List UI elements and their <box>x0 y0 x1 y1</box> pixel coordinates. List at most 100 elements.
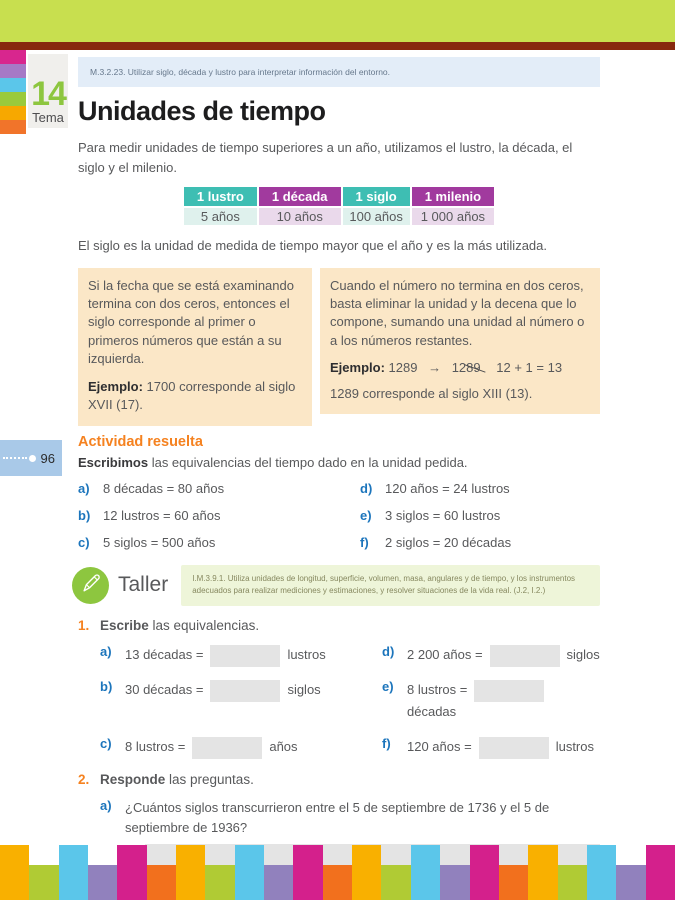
footer-bar <box>469 845 499 900</box>
struck-digits: 89 <box>466 359 480 377</box>
footer-bar <box>586 845 617 900</box>
badge-dotted-line <box>3 457 27 459</box>
answer-blank[interactable] <box>478 736 549 759</box>
solved-item-b: b) 12 lustros = 60 años <box>78 507 221 523</box>
footer-bar <box>58 845 89 900</box>
units-header-siglo: 1 siglo <box>340 185 412 208</box>
exercise2-question-a: a) ¿Cuántos siglos transcurrieron entre … <box>100 798 550 835</box>
solved-item-c: c) 5 siglos = 500 años <box>78 534 216 550</box>
footer-bars <box>0 845 675 900</box>
answer-blank[interactable] <box>474 679 545 702</box>
solved-lead: Escribimos las equivalencias del tiempo … <box>78 454 468 470</box>
rule-box-left: Si la fecha que se está examinando termi… <box>78 267 312 426</box>
footer-bar <box>0 845 30 900</box>
siglo-note: El siglo es la unidad de medida de tiemp… <box>78 238 547 253</box>
side-color-tabs <box>0 50 26 134</box>
footer-bar <box>176 845 206 900</box>
exercise1-lead: Escribe las equivalencias. <box>100 618 260 634</box>
footer-bar <box>645 845 675 900</box>
footer-bar <box>528 845 558 900</box>
solved-item-a: a) 8 décadas = 80 años <box>78 480 225 496</box>
footer-bar <box>264 865 294 900</box>
footer-bar <box>498 865 529 900</box>
units-header-milenio: 1 milenio <box>409 185 497 208</box>
side-tab <box>0 64 26 78</box>
top-banner <box>0 0 675 42</box>
rule-right-body: Cuando el número no termina en dos ceros… <box>330 277 585 348</box>
curriculum-standard-strip: M.3.2.23. Utilizar siglo, década y lustr… <box>78 57 600 87</box>
exercise1-item-d: d) 2 200 años = siglos <box>382 644 600 667</box>
footer-bar <box>440 865 470 900</box>
answer-blank[interactable] <box>210 644 281 667</box>
rule-boxes: Si la fecha que se está examinando termi… <box>78 267 600 426</box>
tema-box: 14 Tema <box>28 54 68 128</box>
solved-item-e: e) 3 siglos = 60 lustros <box>360 507 501 523</box>
exercise2-heading: 2. Responde las preguntas. <box>78 772 254 788</box>
exercise1-item-a: a) 13 décadas = lustros <box>100 644 382 667</box>
intro-paragraph: Para medir unidades de tiempo superiores… <box>78 140 573 175</box>
footer-bar <box>293 845 323 900</box>
example-text: 1700 corresponde al siglo XVII (17). <box>88 378 296 413</box>
units-table-header-row: 1 lustro 1 década 1 siglo 1 milenio <box>181 185 497 208</box>
footer-bar <box>117 845 147 900</box>
units-header-lustro: 1 lustro <box>181 185 259 208</box>
footer-bar <box>322 865 353 900</box>
answer-blank[interactable] <box>210 679 281 702</box>
answer-blank[interactable] <box>192 736 263 759</box>
taller-standard: I.M.3.9.1. Utiliza unidades de longitud,… <box>181 564 600 607</box>
rule-right-example: Ejemplo: 1289 → 1289 12 + 1 = 13 <box>330 359 590 377</box>
solved-activity-heading: Actividad resuelta <box>78 433 203 450</box>
rule-box-right: Cuando el número no termina en dos ceros… <box>320 267 600 415</box>
footer-bar <box>205 865 235 900</box>
exercise2-lead: Responde las preguntas. <box>100 772 254 788</box>
footer-bar <box>234 845 265 900</box>
tema-number: 14 <box>31 75 67 114</box>
units-value-decada: 10 años <box>256 206 343 227</box>
example-label: Ejemplo: <box>330 360 385 376</box>
footer-bar <box>29 865 59 900</box>
arrow-icon: → <box>428 360 442 376</box>
solved-item-d: d) 120 años = 24 lustros <box>360 480 510 496</box>
exercise1-item-b: b) 30 décadas = siglos <box>100 679 382 723</box>
units-header-decada: 1 década <box>256 185 343 208</box>
units-table: 1 lustro 1 década 1 siglo 1 milenio 5 añ… <box>181 185 497 227</box>
example-number: 1289 <box>388 360 418 376</box>
units-value-siglo: 100 años <box>340 206 412 227</box>
footer-bar <box>352 845 382 900</box>
page-title: Unidades de tiempo <box>78 96 326 126</box>
taller-section: Taller I.M.3.9.1. Utiliza unidades de lo… <box>72 564 600 607</box>
page-number-badge: 96 <box>0 440 62 476</box>
rule-left-body: Si la fecha que se está examinando termi… <box>88 277 294 367</box>
footer-bar <box>557 865 587 900</box>
solved-items: a) 8 décadas = 80 años d) 120 años = 24 lu… <box>78 481 600 550</box>
exercise1-heading: 1. Escribe las equivalencias. <box>78 618 260 634</box>
rule-left-example: Ejemplo: 1700 corresponde al siglo XVII … <box>88 378 302 415</box>
exercise1-items: a) 13 décadas = lustros d) 2 200 años = sigl… <box>100 644 600 759</box>
exercise1-item-c: c) 8 lustros = años <box>100 736 382 759</box>
footer-bar <box>88 865 118 900</box>
exercise1-item-f: f) 120 años = lustros <box>382 736 600 759</box>
units-value-milenio: 1 000 años <box>409 206 497 227</box>
units-table-value-row: 5 años 10 años 100 años 1 000 años <box>181 206 497 227</box>
taller-title: Taller <box>118 573 169 597</box>
example-sum: 12 + 1 = 13 <box>496 360 563 376</box>
tema-label: Tema <box>32 110 64 125</box>
example-result: 1289 corresponde al siglo XIII (13). <box>330 385 533 401</box>
exercise1-item-e: e) 8 lustros =décadas <box>382 679 600 723</box>
units-value-lustro: 5 años <box>181 206 259 227</box>
pencil-icon <box>80 572 102 599</box>
example-label: Ejemplo: <box>88 378 143 394</box>
answer-blank[interactable] <box>489 644 560 667</box>
footer-bar <box>146 865 177 900</box>
side-tab <box>0 50 26 64</box>
side-tab <box>0 120 26 134</box>
side-tab <box>0 106 26 120</box>
badge-dot <box>28 454 36 462</box>
taller-badge <box>72 566 109 604</box>
footer-bar <box>616 865 646 900</box>
side-tab <box>0 92 26 106</box>
solved-item-f: f) 2 siglos = 20 décadas <box>360 534 512 550</box>
footer-bar <box>381 865 411 900</box>
main-content: M.3.2.23. Utilizar siglo, década y lustr… <box>72 57 600 900</box>
